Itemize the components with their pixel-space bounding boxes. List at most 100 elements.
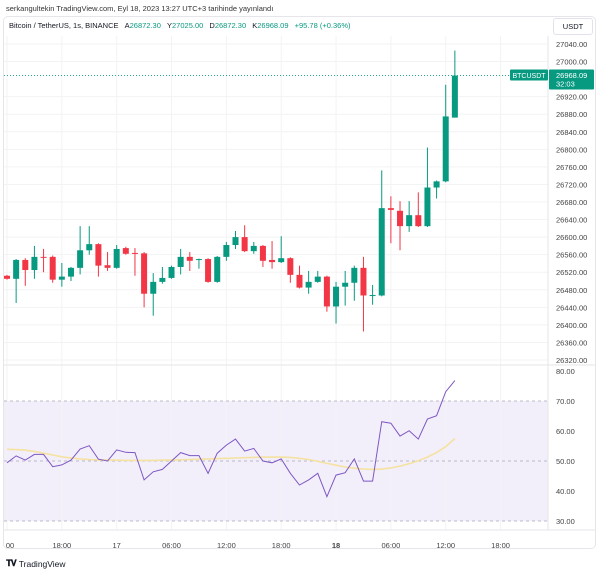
candle-body [241,237,248,252]
candle [86,226,93,255]
candle [406,201,413,232]
candle [205,258,212,283]
candle-body [287,258,294,275]
time-tick-label: 18:00 [272,541,291,550]
candle-body [360,267,367,296]
brand-name: TradingView [18,558,66,569]
rsi-tick-label: 80.00 [556,367,575,376]
candle-body [323,276,330,307]
price-tick-label: 26840.00 [556,128,587,137]
candle-body [177,256,184,267]
rsi-tick-label: 30.00 [556,517,575,526]
candle-body [168,266,175,278]
symbol-title: Bitcoin / TetherUS, 1s, BINANCE [9,21,119,30]
candle-body [433,181,440,188]
rsi-tick-label: 70.00 [556,397,575,406]
candle-body [214,256,221,282]
candle [31,245,38,279]
candle-body [223,245,230,257]
candle-body [4,275,10,279]
candle-body [77,250,84,268]
price-tick-label: 26320.00 [556,356,587,365]
rsi-line [6,380,456,499]
candle [360,256,367,332]
candle-body [269,259,276,263]
candle-body [378,208,385,296]
chart-frame [3,16,596,549]
candle-body [397,210,404,227]
candle-body [13,259,20,279]
price-tick-label: 26680.00 [556,198,587,207]
candle [150,273,157,316]
candle [269,241,276,269]
low-key: D [209,21,215,30]
candle-body [67,267,74,277]
candle [4,274,10,280]
candle [369,284,376,305]
price-tick-label: 26880.00 [556,110,587,119]
open-value: 26872.30 [129,21,161,30]
candle [278,236,285,264]
candle [186,252,193,271]
candle-body [141,253,148,294]
candle [415,192,422,228]
candle-body [31,256,38,271]
candle-body [195,259,202,261]
rsi-ma-line [6,437,456,471]
candle [141,252,148,308]
high-value: 27025.00 [172,21,204,30]
candle [323,275,330,312]
candle-body [104,265,111,268]
candle-body [122,248,129,254]
change-value: +95.78 (+0.36%) [294,21,351,30]
candle [232,230,239,249]
low-value: 26872.30 [214,21,247,30]
tradingview-logo[interactable]: 𝐓𝐕 TradingView [6,558,66,569]
time-tick-label: 12:00 [436,541,455,550]
candle-body [406,215,413,227]
open-key: A [124,21,130,30]
candle-body [58,276,65,280]
candle [214,255,221,283]
currency-button[interactable]: USDT [553,18,593,35]
candle-body [232,237,239,246]
candle [387,196,394,244]
candle [104,252,111,271]
candles [4,50,458,332]
candle [351,265,358,301]
candle-body [342,282,349,287]
candle-body [159,277,166,282]
candle [397,201,404,251]
candle [259,245,266,267]
time-tick-label: 06:00 [381,541,400,550]
high-key: Y [167,21,173,30]
candle-body [415,215,422,227]
candle [305,270,312,294]
candle [131,248,138,276]
bar-countdown-label: 32:03 [556,80,575,89]
candle-body [49,256,56,280]
candle-body [250,245,257,252]
candle [13,259,20,303]
candle [442,84,449,183]
last-price-tag [549,69,594,90]
publish-info: serkangultekin TradingView.com, Eyl 18, … [6,4,274,13]
candle-body [22,259,29,271]
candle-body [86,244,93,251]
candle [241,225,248,253]
candle [58,263,65,287]
price-tick-label: 26800.00 [556,145,587,154]
candle [314,270,321,283]
candle-body [451,75,458,118]
candle [342,270,349,306]
candle [424,147,431,228]
candle [40,248,47,273]
candle [168,265,175,279]
price-tick-label: 26640.00 [556,216,587,225]
price-tick-label: 26560.00 [556,251,587,260]
rsi-tick-label: 40.00 [556,487,575,496]
price-tick-label: 26440.00 [556,303,587,312]
candle-body [259,245,266,261]
last-price-label: 26968.09 [556,71,587,80]
